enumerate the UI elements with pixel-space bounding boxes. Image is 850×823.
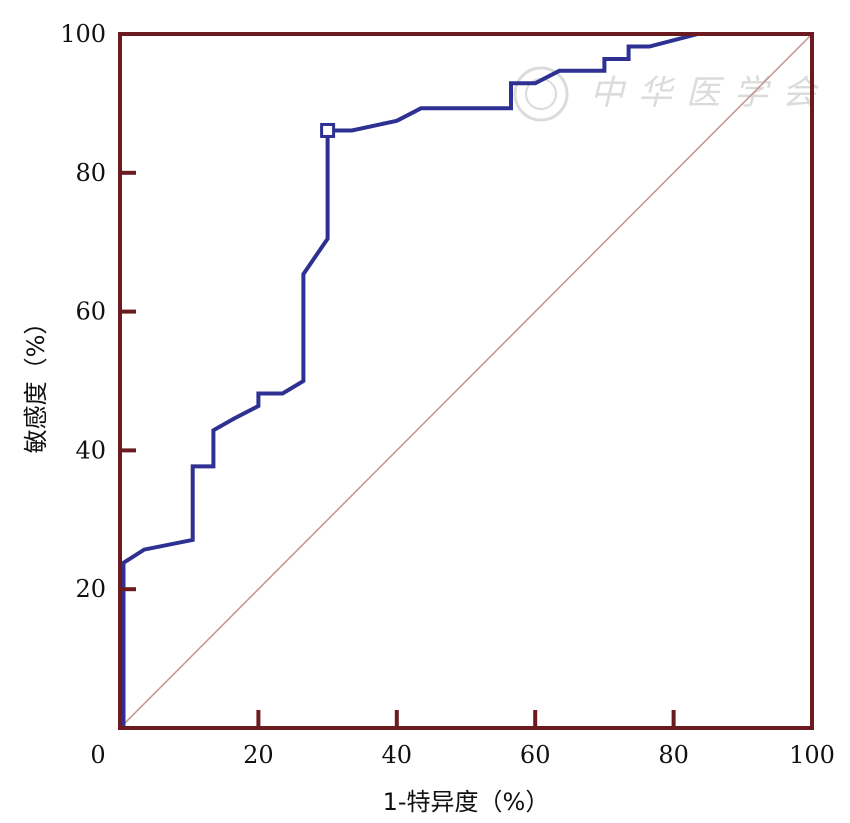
y-tick-label: 100 <box>60 20 106 48</box>
x-tick-label: 0 <box>90 741 105 769</box>
plot-area <box>119 32 813 729</box>
y-tick-label: 40 <box>75 436 106 464</box>
x-tick-label: 40 <box>382 741 413 769</box>
watermark-text: 中华医学会 <box>590 73 830 113</box>
watermark: 中华医学会 <box>513 66 830 122</box>
y-axis-title: 敏感度（%） <box>22 311 50 454</box>
y-tick-label: 60 <box>75 298 106 326</box>
x-tick-label: 60 <box>520 741 551 769</box>
axis-ticks: 0 20 40 60 80 100 20 40 60 80 100 <box>60 20 835 769</box>
watermark-seal-icon <box>513 66 569 122</box>
y-tick-label: 80 <box>75 159 106 187</box>
y-tick-label: 20 <box>75 575 106 603</box>
plot-frame <box>118 32 814 730</box>
cutoff-marker <box>320 122 336 138</box>
x-tick-label: 80 <box>658 741 689 769</box>
reference-diagonal-line <box>119 33 813 729</box>
x-axis-title: 1-特异度（%） <box>383 788 550 816</box>
x-tick-label: 20 <box>243 741 274 769</box>
x-tick-label: 100 <box>789 741 835 769</box>
